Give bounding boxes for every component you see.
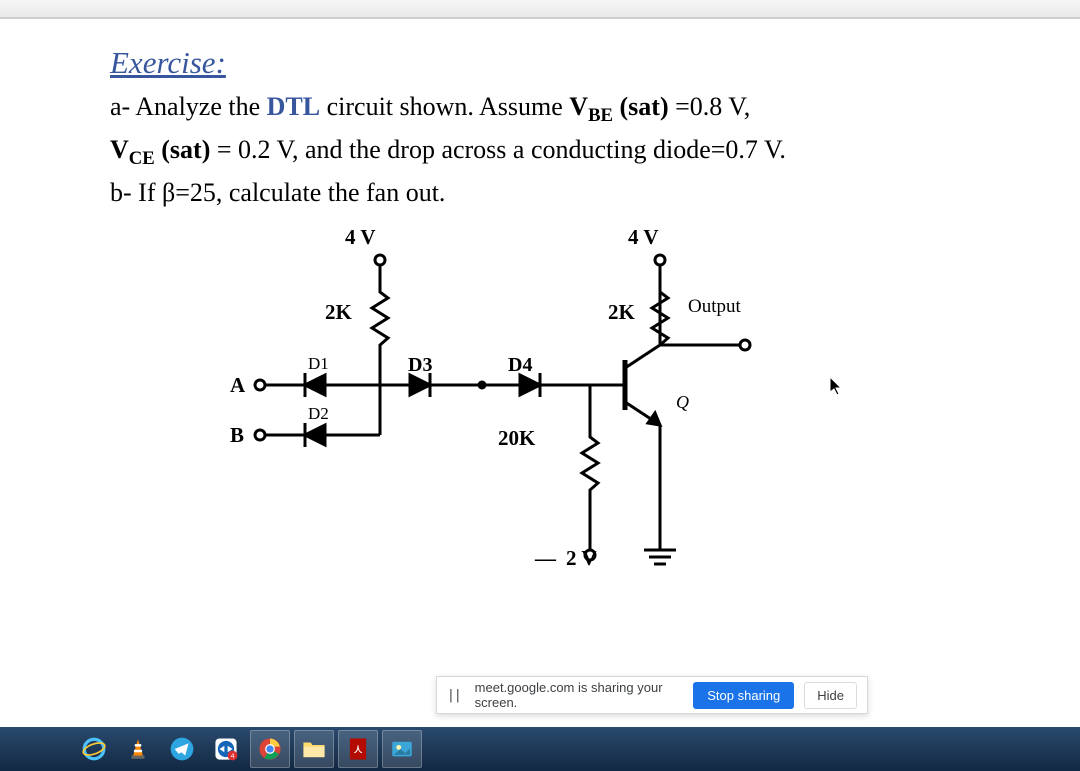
label-d2: D2 xyxy=(308,404,329,424)
exercise-line-a: a- Analyze the DTL circuit shown. Assume… xyxy=(110,87,850,130)
label-q: Q xyxy=(676,392,689,413)
label-2k-right: 2K xyxy=(608,300,635,325)
photos-icon[interactable] xyxy=(382,730,422,768)
label-4v-left: 4 V xyxy=(345,225,376,250)
label-output: Output xyxy=(688,296,741,318)
pause-icon: || xyxy=(447,688,461,703)
teamviewer-icon[interactable]: 4 xyxy=(206,730,246,768)
exercise-text: Exercise: a- Analyze the DTL circuit sho… xyxy=(0,19,850,214)
stop-sharing-button[interactable]: Stop sharing xyxy=(693,682,794,709)
label-d3: D3 xyxy=(408,354,432,377)
telegram-icon[interactable] xyxy=(162,730,202,768)
toolbar-strip xyxy=(0,0,1080,18)
label-4v-right: 4 V xyxy=(628,225,659,250)
hide-button[interactable]: Hide xyxy=(804,682,857,709)
exercise-title: Exercise: xyxy=(110,45,850,81)
svg-text:人: 人 xyxy=(354,744,363,754)
label-input-a: A xyxy=(230,373,245,398)
label-minus: — xyxy=(535,546,556,571)
label-neg2v: 2 V xyxy=(566,546,597,571)
share-text: meet.google.com is sharing your screen. xyxy=(475,680,684,710)
label-20k: 20K xyxy=(498,426,535,451)
mouse-cursor xyxy=(830,377,844,402)
chrome-icon[interactable] xyxy=(250,730,290,768)
label-d1: D1 xyxy=(308,354,329,374)
label-2k-left: 2K xyxy=(325,300,352,325)
windows-taskbar[interactable]: 4 人 xyxy=(0,727,1080,771)
circuit-diagram: 4 V 4 V 2K 2K Output D1 D2 D3 D4 A B 20K… xyxy=(230,230,850,650)
exercise-line-b: VCE (sat) = 0.2 V, and the drop across a… xyxy=(110,130,850,173)
vlc-icon[interactable] xyxy=(118,730,158,768)
screen-share-notification: || meet.google.com is sharing your scree… xyxy=(436,676,868,714)
svg-text:4: 4 xyxy=(231,753,235,760)
explorer-icon[interactable] xyxy=(294,730,334,768)
ie-icon[interactable] xyxy=(74,730,114,768)
label-d4: D4 xyxy=(508,354,532,377)
label-input-b: B xyxy=(230,423,244,448)
pdf-icon[interactable]: 人 xyxy=(338,730,378,768)
exercise-line-c: b- If β=25, calculate the fan out. xyxy=(110,173,850,213)
